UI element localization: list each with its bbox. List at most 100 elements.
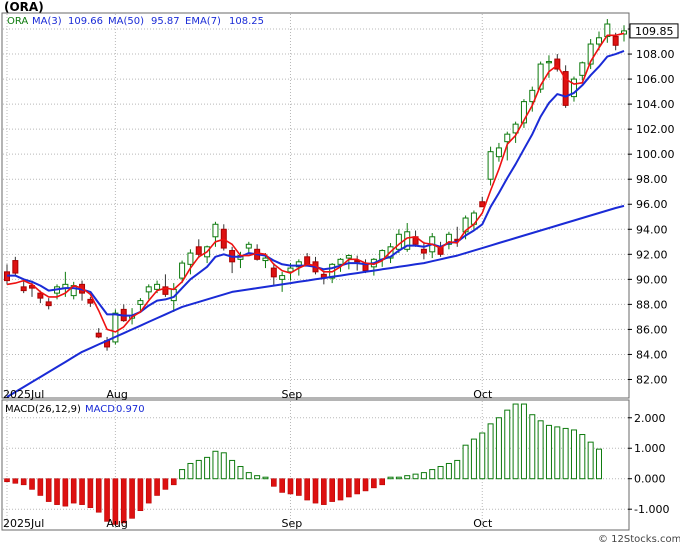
candle-body <box>279 275 286 280</box>
candle <box>162 274 169 297</box>
macd-bar <box>37 478 44 496</box>
price-legend: ORA MA(3) 109.66 MA(50) 95.87 EMA(7) 108… <box>7 16 264 27</box>
macd-y-axis: -1.000 0.000 1.000 2.000 <box>628 412 669 516</box>
candle <box>520 99 527 128</box>
candle <box>495 142 502 162</box>
price-x-labels: 2025Jul Aug Sep Oct <box>3 388 493 401</box>
legend-ma3-name: MA(3) <box>32 16 62 27</box>
price-tick-label: 84.00 <box>636 348 668 361</box>
legend-ora: ORA <box>7 16 28 27</box>
macd-bar <box>79 478 85 505</box>
last-price-badge: 109.85 <box>629 23 679 39</box>
x-label-bottom: Aug <box>106 517 127 530</box>
candle-body <box>529 89 536 103</box>
macd-bar <box>395 476 402 480</box>
macd-bar <box>512 403 519 480</box>
candle <box>187 249 194 275</box>
candle-body <box>504 133 511 143</box>
candle-body <box>495 147 502 158</box>
candle-body <box>212 223 219 238</box>
macd-bar <box>62 478 69 507</box>
candle-body <box>287 267 294 273</box>
macd-bar <box>479 432 486 480</box>
candle <box>270 263 277 286</box>
macd-bar <box>179 469 186 480</box>
macd-bar <box>579 434 586 480</box>
macd-bar <box>129 478 135 519</box>
macd-bar <box>95 478 102 513</box>
macd-legend: MACD(26,12,9) MACD 0.970 <box>5 404 145 415</box>
macd-bar <box>346 478 352 498</box>
candle-body <box>337 258 344 265</box>
candle-body <box>154 283 161 290</box>
candle-body <box>87 298 94 304</box>
macd-bar <box>537 420 544 480</box>
candle-body <box>420 248 427 254</box>
macd-bar <box>162 478 169 490</box>
price-y-axis: 82.00 84.00 86.00 88.00 90.00 92.00 94.00 96.00… <box>628 23 679 386</box>
macd-bar <box>312 478 319 504</box>
candle <box>537 61 544 93</box>
macd-title: MACD(26,12,9) <box>5 404 81 415</box>
footer-credit: © 12Stocks.com <box>598 534 680 545</box>
candle-body <box>295 261 302 268</box>
macd-bar <box>371 478 377 489</box>
macd-bar <box>329 478 335 502</box>
candle-body <box>520 101 527 124</box>
macd-bar <box>170 478 177 486</box>
price-tick-label: 96.00 <box>636 198 668 211</box>
last-price-box <box>629 23 679 39</box>
macd-bar <box>495 417 502 480</box>
macd-bar <box>87 478 94 508</box>
macd-bar <box>487 423 494 480</box>
x-label-top: 2025Jul <box>3 388 44 401</box>
macd-bar <box>4 478 10 483</box>
price-tick-label: 90.00 <box>636 273 668 286</box>
legend-ma3-value: 109.66 <box>68 16 103 27</box>
macd-bar <box>137 478 144 512</box>
macd-bar <box>379 478 386 486</box>
macd-bar <box>112 478 119 525</box>
candle-body <box>37 292 44 299</box>
candle-body <box>304 256 311 265</box>
macd-bar <box>445 462 452 480</box>
price-tick-label: 94.00 <box>636 223 668 236</box>
price-marks <box>4 19 627 398</box>
candle-body <box>245 243 252 249</box>
macd-bar <box>54 478 60 505</box>
candle <box>179 260 186 284</box>
chart-title: (ORA) <box>4 0 44 14</box>
candle-body <box>545 61 552 64</box>
x-label-top: Aug <box>106 388 127 401</box>
macd-bar <box>529 414 536 480</box>
macd-tick-label: -1.000 <box>634 503 669 516</box>
candle <box>195 239 202 259</box>
candle-body <box>612 36 619 46</box>
macd-bar <box>296 478 302 496</box>
macd-legend-name: MACD <box>85 404 115 415</box>
macd-bar <box>12 478 19 484</box>
candle <box>579 61 586 81</box>
macd-bar <box>287 478 294 495</box>
candle-body <box>162 286 169 295</box>
macd-bar <box>195 459 202 480</box>
macd-bar <box>145 478 152 504</box>
candle <box>279 271 286 292</box>
macd-bar <box>412 473 419 480</box>
price-tick-label: 82.00 <box>636 373 668 386</box>
macd-bar <box>120 478 127 524</box>
candle <box>145 284 152 300</box>
legend-ma50-name: MA(50) <box>108 16 144 27</box>
price-tick-label: 88.00 <box>636 298 668 311</box>
candle-body <box>579 62 586 76</box>
candle-body <box>145 286 152 293</box>
macd-bar <box>20 478 27 486</box>
macd-bar <box>545 424 552 480</box>
candle-body <box>479 201 486 208</box>
macd-bar <box>520 403 527 480</box>
macd-bar <box>554 426 561 480</box>
legend-ma50-value: 95.87 <box>151 16 180 27</box>
candle-body <box>179 262 186 279</box>
price-tick-label: 108.00 <box>636 48 675 61</box>
price-panel-frame <box>1 12 630 399</box>
